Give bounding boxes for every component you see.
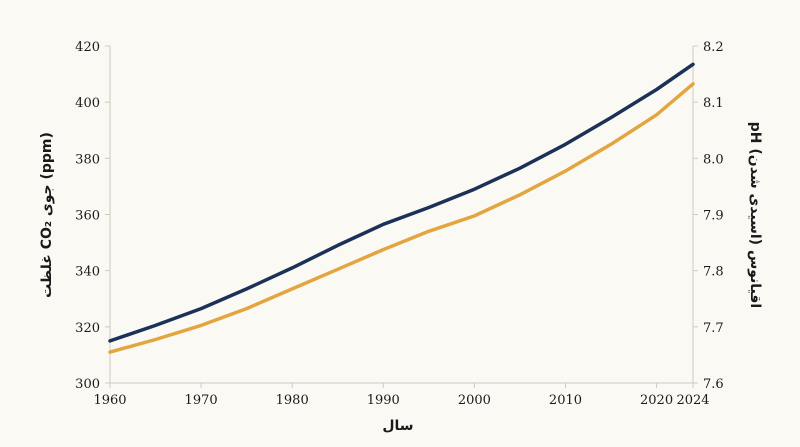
- x-tick-label: 1960: [93, 393, 126, 408]
- right-tick-label: 8.0: [703, 152, 724, 167]
- x-tick-label: 2000: [458, 393, 491, 408]
- right-tick-label: 8.2: [703, 40, 724, 55]
- left-tick-label: 300: [75, 377, 100, 392]
- series-line-1: [108, 62, 695, 343]
- right-tick-label: 7.8: [703, 265, 724, 280]
- x-tick-labels: 1960 1970 1980 1990 2000 2010 2020 2024: [93, 383, 710, 408]
- series-line-2: [108, 82, 695, 354]
- left-tick-label: 380: [75, 152, 100, 167]
- x-tick-label: 1980: [276, 393, 309, 408]
- y-axis-label-right: pH اقیانوس (اسیدی شدن): [747, 122, 763, 308]
- left-tick-label: 320: [75, 321, 100, 336]
- right-tick-labels: 7.6 7.7 7.8 7.9 8.0 8.1 8.2: [693, 40, 724, 392]
- x-tick-label: 2010: [549, 393, 582, 408]
- series-lines: [108, 62, 695, 354]
- left-tick-label: 420: [75, 40, 100, 55]
- right-tick-label: 8.1: [703, 96, 724, 111]
- x-tick-label: 2024: [676, 393, 709, 408]
- x-tick-label: 1990: [367, 393, 400, 408]
- right-tick-label: 7.9: [703, 209, 724, 224]
- x-axis-label: سال: [382, 418, 413, 434]
- left-tick-label: 340: [75, 265, 100, 280]
- y-axis-label-left: غلظت CO₂ جوی (ppm): [39, 132, 55, 298]
- left-tick-label: 400: [75, 96, 100, 111]
- x-tick-label: 1970: [185, 393, 218, 408]
- left-tick-labels: 300 320 340 360 380 400 420: [75, 40, 110, 392]
- right-tick-label: 7.6: [703, 377, 724, 392]
- left-tick-label: 360: [75, 209, 100, 224]
- x-tick-label: 2020: [640, 393, 673, 408]
- right-tick-label: 7.7: [703, 321, 724, 336]
